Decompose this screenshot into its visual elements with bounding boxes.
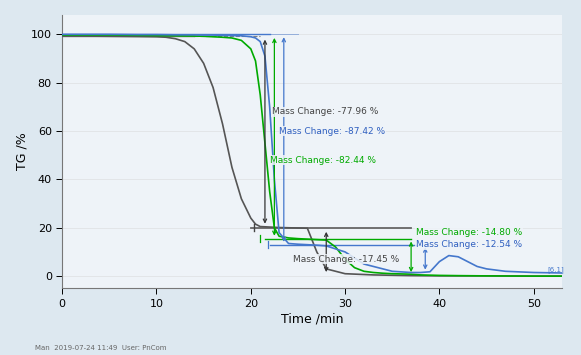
Text: Mass Change: -14.80 %: Mass Change: -14.80 %: [416, 228, 522, 237]
Text: Man  2019-07-24 11:49  User: PnCom: Man 2019-07-24 11:49 User: PnCom: [35, 345, 166, 351]
Text: Mass Change: -77.96 %: Mass Change: -77.96 %: [271, 107, 378, 116]
X-axis label: Time /min: Time /min: [281, 313, 343, 326]
Text: Mass Change: -17.45 %: Mass Change: -17.45 %: [293, 255, 400, 264]
Y-axis label: TG /%: TG /%: [15, 133, 28, 170]
Text: Mass Change: -82.44 %: Mass Change: -82.44 %: [270, 155, 376, 165]
Text: Mass Change: -12.54 %: Mass Change: -12.54 %: [416, 240, 522, 249]
Text: Mass Change: -87.42 %: Mass Change: -87.42 %: [279, 126, 385, 136]
Text: [6,1]: [6,1]: [548, 267, 565, 273]
